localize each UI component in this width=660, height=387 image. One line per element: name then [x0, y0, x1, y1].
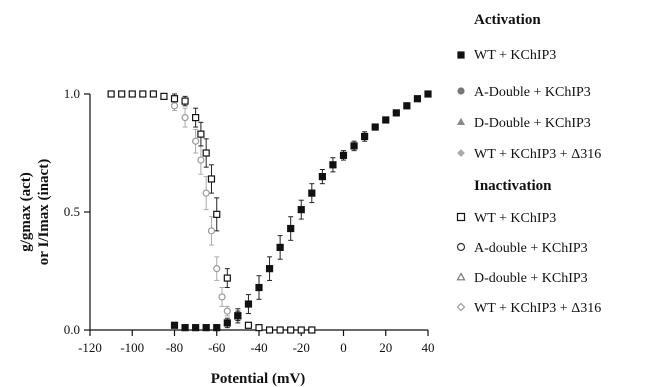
legend: Activation WT + KChIP3 A-Double + KChIP3… — [456, 12, 601, 316]
inactivation-wt-point — [128, 90, 136, 98]
legend-label-act-delta: WT + KChIP3 + Δ316 — [474, 147, 601, 162]
legend-marker-activation — [457, 149, 465, 157]
activation-wt-point — [308, 189, 316, 197]
inactivation-wt-point — [181, 97, 189, 105]
activation-wt-point — [413, 95, 422, 103]
inactivation-mutant-point — [223, 307, 231, 315]
legend-label-inact-wt: WT + KChIP3 — [474, 211, 556, 226]
activation-wt-point — [329, 161, 337, 169]
inactivation-wt-point — [255, 324, 263, 332]
x-axis-label: Potential (mV) — [211, 371, 306, 387]
x-tick-label: 40 — [422, 340, 435, 355]
activation-wt-point — [382, 116, 390, 124]
activation-wt-point — [234, 312, 242, 320]
inactivation-mutant-point — [218, 293, 226, 301]
inactivation-wt-point — [139, 90, 147, 98]
y-axis-label-line2: or I/Imax (inact) — [36, 159, 52, 265]
activation-wt-point — [276, 243, 284, 251]
activation-wt-point — [181, 324, 189, 332]
inactivation-mutant-point — [213, 265, 221, 273]
inactivation-mutant-point — [207, 227, 216, 235]
inactivation-mutant-point — [197, 156, 205, 164]
inactivation-wt-point — [149, 90, 157, 98]
error-bars — [161, 93, 420, 329]
activation-wt-point — [371, 123, 379, 131]
legend-marker-activation — [457, 87, 465, 95]
inactivation-wt-point — [118, 90, 126, 98]
inactivation-wt-point — [265, 326, 274, 334]
legend-marker-inactivation — [456, 212, 466, 222]
inactivation-mutant-point — [181, 113, 189, 122]
activation-wt-point — [318, 173, 326, 181]
legend-markers — [456, 51, 466, 312]
activation-wt-point — [265, 265, 274, 273]
activation-wt-point — [350, 142, 358, 150]
inactivation-wt-point — [202, 149, 210, 157]
inactivation-wt-point — [287, 326, 295, 334]
legend-label-inact-delta: WT + KChIP3 + Δ316 — [474, 301, 601, 316]
y-tick-label: 0.5 — [64, 204, 80, 219]
activation-wt-point — [244, 300, 253, 308]
activation-wt-point — [255, 283, 263, 292]
legend-label-act-ddouble: D-Double + KChIP3 — [474, 116, 591, 131]
axis-ticks: -120 -100 -80 -60 -40 -20 0 20 40 0.0 0.5 1.0 — [64, 86, 435, 355]
inactivation-wt-point — [160, 92, 168, 100]
inactivation-wt-point — [107, 90, 115, 98]
activation-wt-point — [339, 151, 348, 159]
inactivation-wt-point — [213, 210, 221, 218]
y-axis-label-line1: g/gmax (act) — [18, 172, 34, 252]
legend-marker-inactivation — [456, 242, 466, 252]
inactivation-wt-point — [170, 95, 179, 103]
data-points — [107, 90, 432, 334]
x-tick-label: -80 — [166, 340, 183, 355]
y-tick-label: 0.0 — [64, 322, 80, 337]
activation-wt-point — [424, 90, 432, 98]
inactivation-wt-point — [223, 274, 231, 282]
activation-wt-point — [361, 132, 369, 141]
inactivation-wt-point — [192, 113, 200, 122]
x-tick-label: -60 — [208, 340, 225, 355]
inactivation-wt-point — [276, 326, 284, 334]
x-tick-label: -120 — [78, 340, 102, 355]
legend-marker-activation — [457, 51, 465, 59]
inactivation-mutant-point — [192, 137, 200, 145]
activation-wt-point — [297, 206, 305, 214]
y-tick-label: 1.0 — [64, 86, 80, 101]
activation-wt-point — [223, 319, 231, 327]
activation-wt-point — [392, 109, 400, 117]
x-tick-label: -100 — [120, 340, 144, 355]
x-tick-label: -20 — [293, 340, 310, 355]
inactivation-wt-point — [308, 326, 316, 334]
activation-wt-point — [403, 102, 411, 110]
activation-wt-point — [213, 324, 221, 332]
activation-wt-point — [192, 324, 200, 332]
legend-label-act-adouble: A-Double + KChIP3 — [474, 85, 591, 100]
legend-label-inact-ddouble: D-double + KChIP3 — [474, 271, 588, 286]
activation-wt-point — [202, 324, 210, 332]
activation-wt-point — [170, 321, 179, 329]
legend-marker-inactivation — [456, 272, 466, 281]
inactivation-wt-point — [207, 175, 216, 183]
inactivation-wt-point — [197, 130, 205, 138]
x-tick-label: 0 — [340, 340, 347, 355]
legend-label-act-wt: WT + KChIP3 — [474, 48, 556, 63]
legend-label-inact-adouble: A-double + KChIP3 — [474, 241, 588, 256]
inactivation-mutant-point — [170, 102, 179, 110]
legend-marker-activation — [456, 117, 466, 126]
inactivation-wt-point — [244, 321, 253, 329]
inactivation-mutant-point — [202, 189, 210, 197]
x-tick-label: -40 — [250, 340, 267, 355]
legend-marker-inactivation — [456, 302, 466, 312]
inactivation-wt-point — [297, 326, 305, 334]
x-tick-label: 20 — [379, 340, 392, 355]
legend-heading-inactivation: Inactivation — [474, 178, 552, 194]
legend-heading-activation: Activation — [474, 12, 541, 28]
activation-wt-point — [287, 224, 295, 233]
